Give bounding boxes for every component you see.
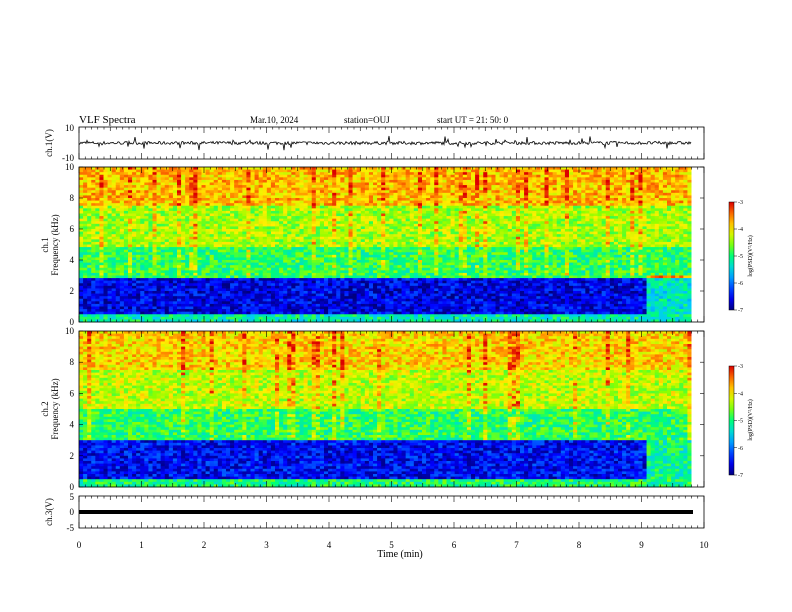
- ytick-label: 10: [65, 326, 75, 336]
- ch2-colorbar: -3 -4 -5 -6 -7 log(PSD)(V²/Hz): [728, 364, 754, 479]
- ch1-waveform-ylabel: ch.1(V): [44, 129, 54, 157]
- x-tick-label: 0: [77, 540, 82, 550]
- ch1-spectrogram-ylabel-channel: ch.1: [40, 237, 50, 252]
- ytick-label: 0: [70, 482, 75, 492]
- x-axis-ticks: [78, 127, 705, 528]
- colorbar-tick-label: -3: [738, 200, 743, 206]
- date-label: Mar.10, 2024: [250, 115, 299, 125]
- colorbar-tick-label: -5: [738, 254, 743, 260]
- ytick-label: 10: [65, 162, 75, 172]
- x-tick-label: 8: [577, 540, 582, 550]
- ch2-spectrogram-panel: 0 2 4 6 8 10 ch.2 Frequency (kHz) -3 -4 -5 -6 -7 …: [40, 326, 754, 492]
- ytick-label: 4: [70, 420, 75, 430]
- start-time-label: start UT = 21: 50: 0: [437, 115, 509, 125]
- ch3-waveform-trace: [79, 510, 693, 514]
- ch1-spectrogram-panel: 0 2 4 6 8 10 ch.1 Frequency (kHz) -3 -4 -5 -6 -7 …: [40, 162, 754, 327]
- ytick-label: 2: [70, 286, 75, 296]
- ch1-ytick-bottom: -10: [62, 153, 74, 163]
- ch3-ytick-mid: 0: [70, 507, 75, 517]
- x-tick-label: 9: [639, 540, 644, 550]
- x-tick-label: 1: [139, 540, 144, 550]
- ch1-ytick-top: 10: [65, 123, 75, 133]
- x-tick-label: 7: [514, 540, 519, 550]
- ch3-waveform-panel: 5 0 -5 ch.3(V): [44, 492, 705, 533]
- ytick-label: 2: [70, 451, 75, 461]
- ch1-colorbar-ticks: -3 -4 -5 -6 -7: [734, 200, 743, 314]
- x-tick-label: 4: [327, 540, 332, 550]
- ch2-colorbar-ramp: [729, 366, 734, 475]
- colorbar-tick-label: -3: [738, 364, 743, 370]
- ch2-colorbar-label: log(PSD)(V²/Hz): [747, 399, 754, 440]
- colorbar-tick-label: -7: [738, 308, 743, 314]
- ch2-spectrogram-image: [79, 331, 704, 488]
- ch1-waveform-trace: [78, 135, 692, 151]
- ch1-colorbar-label: log(PSD)(V²/Hz): [747, 235, 754, 276]
- ch2-spectrogram-yticks: 0 2 4 6 8 10: [65, 326, 704, 492]
- x-tick-label: 3: [264, 540, 269, 550]
- ytick-label: 4: [70, 255, 75, 265]
- ch3-ytick-top: 5: [70, 492, 75, 502]
- ytick-label: 6: [70, 388, 75, 398]
- ch1-colorbar-ramp: [729, 202, 734, 310]
- ch3-ytick-bottom: -5: [67, 523, 75, 533]
- colorbar-tick-label: -5: [738, 419, 743, 425]
- colorbar-tick-label: -4: [738, 391, 743, 397]
- ch3-waveform-ylabel: ch.3(V): [44, 498, 54, 526]
- ytick-label: 8: [70, 357, 75, 367]
- ch1-waveform-panel: 10 -10 ch.1(V): [44, 123, 705, 163]
- ch1-spectrogram-image: [79, 167, 704, 323]
- colorbar-tick-label: -4: [738, 227, 743, 233]
- colorbar-tick-label: -6: [738, 446, 743, 452]
- colorbar-tick-label: -6: [738, 281, 743, 287]
- ytick-label: 8: [70, 193, 75, 203]
- ch1-spectrogram-ylabel-freq: Frequency (kHz): [50, 214, 60, 275]
- ch2-spectrogram-ylabel-channel: ch.2: [40, 401, 50, 416]
- colorbar-tick-label: -7: [738, 473, 743, 479]
- ch1-colorbar: -3 -4 -5 -6 -7 log(PSD)(V²/Hz): [728, 200, 754, 314]
- x-axis-title: Time (min): [377, 549, 422, 560]
- ytick-label: 0: [70, 317, 75, 327]
- x-tick-label: 6: [452, 540, 457, 550]
- ch2-spectrogram-ylabel-freq: Frequency (kHz): [50, 378, 60, 439]
- figure-title: VLF Spectra: [79, 114, 136, 126]
- station-label: station=OUJ: [344, 115, 390, 125]
- ch1-spectrogram-yticks: 0 2 4 6 8 10: [65, 162, 704, 327]
- x-tick-label: 5: [389, 540, 394, 550]
- ytick-label: 6: [70, 224, 75, 234]
- x-tick-label: 10: [700, 540, 710, 550]
- x-tick-label: 2: [202, 540, 207, 550]
- x-axis-tick-labels: 0 1 2 3 4 5 6 7 8 9 10: [77, 540, 709, 550]
- ch2-colorbar-ticks: -3 -4 -5 -6 -7: [734, 364, 743, 479]
